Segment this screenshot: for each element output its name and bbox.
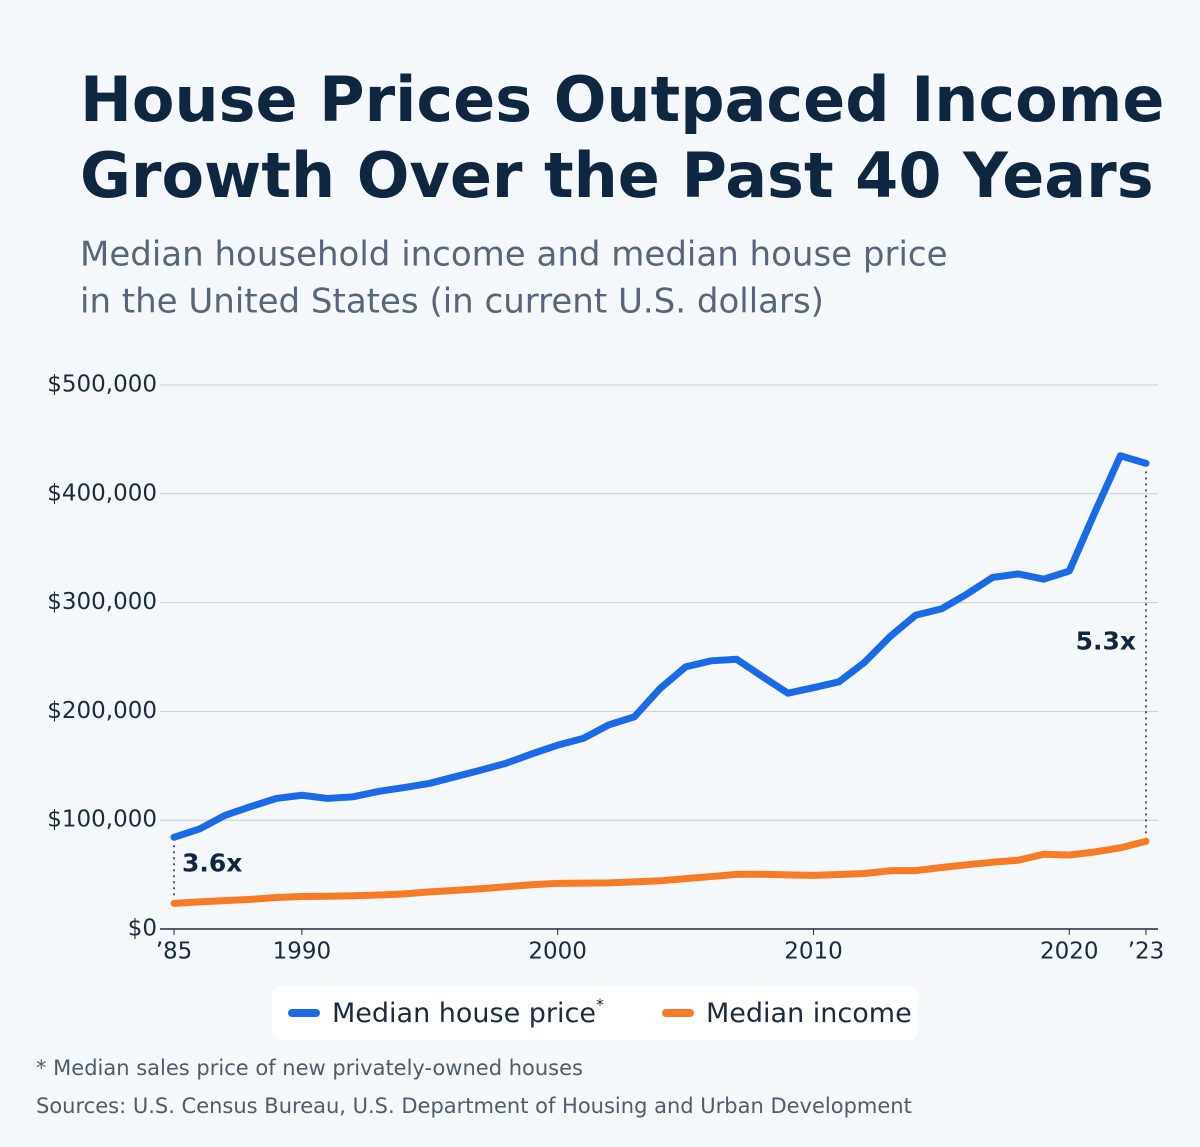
x-tick-label: ’85 xyxy=(156,939,193,965)
y-tick-label: $0 xyxy=(128,916,157,942)
y-tick-label: $500,000 xyxy=(47,372,157,398)
x-tick-label: 2020 xyxy=(1040,939,1099,965)
legend-marker: * xyxy=(596,995,604,1014)
series-line xyxy=(170,837,1150,907)
x-tick-label: 2000 xyxy=(528,939,587,965)
x-tick-label: ’23 xyxy=(1128,939,1165,965)
annotation: 5.3x xyxy=(1076,626,1136,655)
annotation: 3.6x xyxy=(182,848,242,877)
footnote: * Median sales price of new privately-ow… xyxy=(36,1056,583,1080)
series-line xyxy=(170,452,1150,841)
chart-title: House Prices Outpaced Income xyxy=(80,63,1164,136)
legend-label: Median house price* xyxy=(332,995,604,1029)
y-tick-label: $300,000 xyxy=(47,589,157,615)
chart-title: Growth Over the Past 40 Years xyxy=(80,139,1154,212)
y-tick-label: $100,000 xyxy=(47,807,157,833)
legend-box xyxy=(272,986,918,1040)
y-tick-label: $200,000 xyxy=(47,698,157,724)
x-tick-label: 2010 xyxy=(784,939,843,965)
legend-name: Median house price xyxy=(332,998,596,1029)
legend-label: Median income xyxy=(706,998,912,1029)
subtitle: in the United States (in current U.S. do… xyxy=(80,282,824,322)
subtitle: Median household income and median house… xyxy=(80,235,948,275)
source: Sources: U.S. Census Bureau, U.S. Depart… xyxy=(36,1094,912,1118)
y-tick-label: $400,000 xyxy=(47,480,157,506)
x-tick-label: 1990 xyxy=(273,939,332,965)
legend-name: Median income xyxy=(706,998,912,1029)
